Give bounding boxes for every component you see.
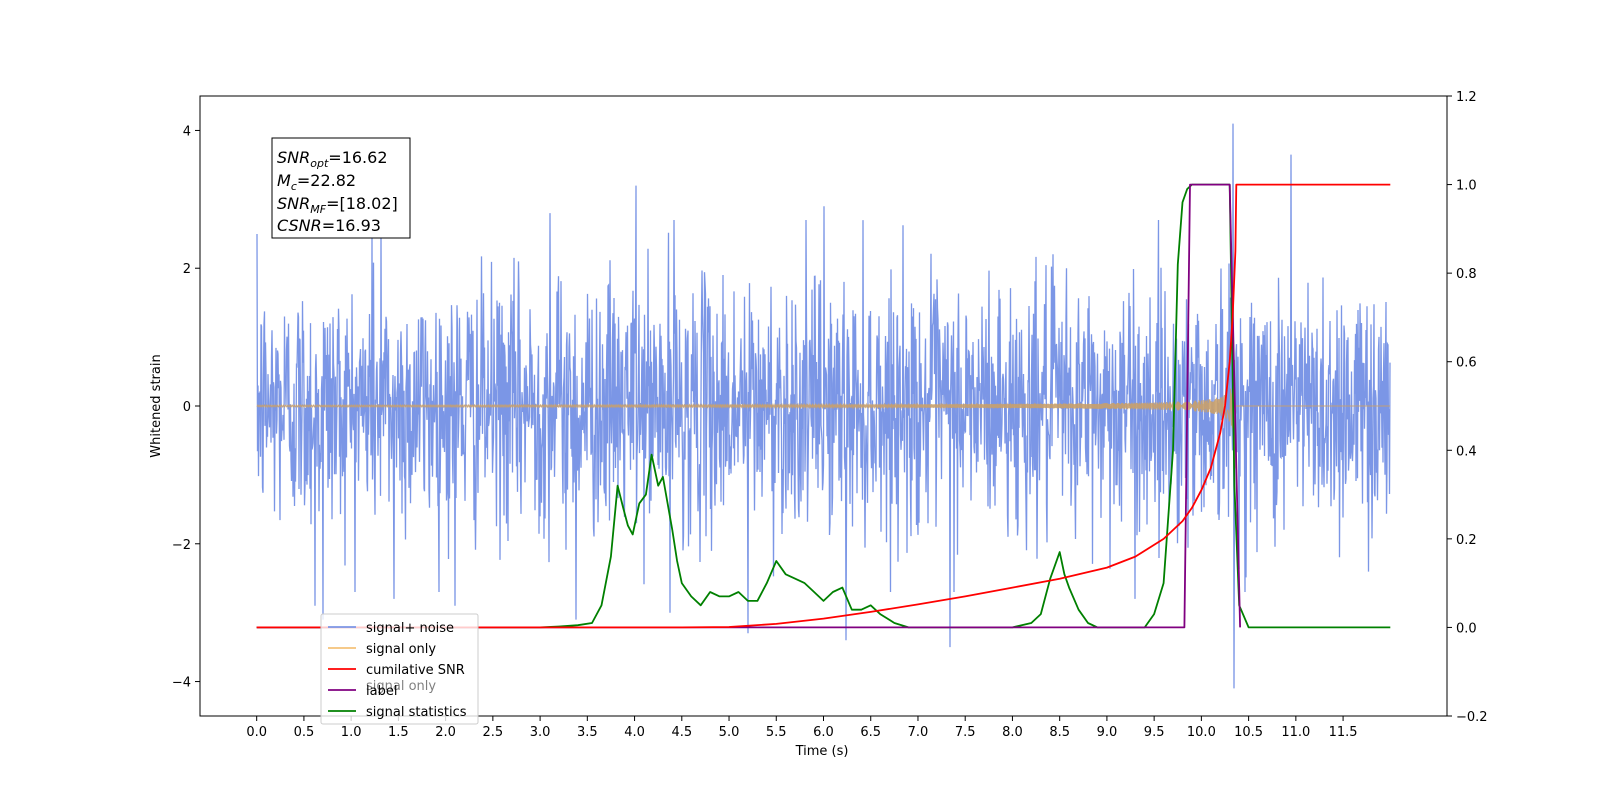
x-tick-label: 10.0 [1187, 725, 1216, 740]
x-tick-label: 1.0 [341, 725, 362, 740]
legend-label: signal only [366, 642, 436, 657]
annotation-value: =16.93 [322, 216, 381, 235]
x-tick-label: 3.0 [530, 725, 551, 740]
x-tick-label: 2.0 [435, 725, 456, 740]
x-tick-label: 5.0 [719, 725, 740, 740]
annotation-line-mc: Mc=22.82 [277, 171, 356, 193]
y-right-tick-label: 0.0 [1456, 621, 1477, 636]
annotation-symbol: SNR [277, 148, 310, 167]
x-tick-label: 11.5 [1329, 725, 1358, 740]
legend-hidden-entry: signal only [366, 679, 436, 694]
x-tick-label: 10.5 [1234, 725, 1263, 740]
annotation-value: =16.62 [328, 148, 387, 167]
plot-series-layer [256, 123, 1391, 689]
annotation-subscript: MF [310, 203, 326, 216]
series-signal-only [256, 359, 1390, 469]
y-axis-right: 1.2 1.0 0.8 0.6 0.4 0.2 0.0 −0.2 [1447, 90, 1488, 725]
annotation-line-csnr: CSNR=16.93 [277, 216, 381, 235]
x-tick-label: 9.5 [1144, 725, 1165, 740]
annotation-frame [271, 137, 411, 239]
y-right-tick-label: 1.2 [1456, 90, 1477, 105]
x-tick-label: 8.5 [1049, 725, 1070, 740]
legend-label: label [366, 684, 397, 699]
y-right-tick-label: 0.2 [1456, 533, 1477, 548]
series-label [256, 183, 1241, 629]
annotation-subscript: c [291, 180, 297, 193]
x-axis-title: Time (s) [795, 744, 849, 759]
y-left-tick-label: −2 [172, 538, 191, 553]
legend-label: cumilative SNR [366, 663, 465, 678]
x-tick-label: 5.5 [766, 725, 787, 740]
annotation-value: =22.82 [297, 171, 356, 190]
y-right-tick-label: 0.6 [1456, 356, 1477, 371]
y-axis-left: 4 2 0 −2 −4 [172, 124, 200, 691]
x-tick-label: 9.0 [1097, 725, 1118, 740]
y-left-tick-label: 0 [183, 400, 191, 415]
legend-label: signal+ noise [366, 621, 454, 636]
x-tick-label: 4.5 [671, 725, 692, 740]
x-tick-label: 6.5 [860, 725, 881, 740]
snr-annotation-box: SNRopt=16.62 Mc=22.82 SNRMF=[18.02] CSNR… [271, 137, 411, 239]
annotation-value: =[18.02] [326, 194, 398, 213]
annotation-symbol: M [277, 171, 291, 190]
y-right-tick-label: 1.0 [1456, 179, 1477, 194]
x-tick-label: 0.5 [294, 725, 315, 740]
legend-frame [320, 613, 479, 725]
x-tick-label: 3.5 [577, 725, 598, 740]
series-signal-plus-noise [256, 123, 1391, 689]
x-axis: 0.0 0.5 1.0 1.5 2.0 2.5 3.0 3.5 4.0 4.5 5.0 5.5 6.0 6… [246, 716, 1358, 740]
annotation-symbol: SNR [277, 194, 310, 213]
x-tick-label: 1.5 [388, 725, 409, 740]
annotation-line-snr-opt: SNRopt=16.62 [277, 148, 388, 170]
x-tick-label: 7.0 [908, 725, 929, 740]
y-right-tick-label: 0.4 [1456, 444, 1477, 459]
x-tick-label: 4.0 [624, 725, 645, 740]
series-signal-statistics [256, 183, 1391, 629]
y-right-tick-label: 0.8 [1456, 267, 1477, 282]
y-left-tick-label: 4 [183, 124, 191, 139]
legend-label: signal statistics [366, 705, 467, 720]
x-tick-label: 2.5 [483, 725, 504, 740]
annotation-subscript: opt [310, 157, 329, 170]
x-tick-label: 0.0 [246, 725, 267, 740]
x-tick-label: 6.0 [813, 725, 834, 740]
y-right-tick-label: −0.2 [1456, 710, 1488, 725]
x-tick-label: 11.0 [1281, 725, 1310, 740]
y-axis-left-title: Whitened strain [149, 354, 164, 457]
x-tick-label: 7.5 [955, 725, 976, 740]
x-tick-label: 8.0 [1002, 725, 1023, 740]
series-cumulative-snr [256, 183, 1391, 629]
y-left-tick-label: −4 [172, 676, 191, 691]
annotation-line-snr-mf: SNRMF=[18.02] [277, 194, 398, 216]
annotation-symbol: CSNR [277, 216, 322, 235]
y-left-tick-label: 2 [183, 262, 191, 277]
